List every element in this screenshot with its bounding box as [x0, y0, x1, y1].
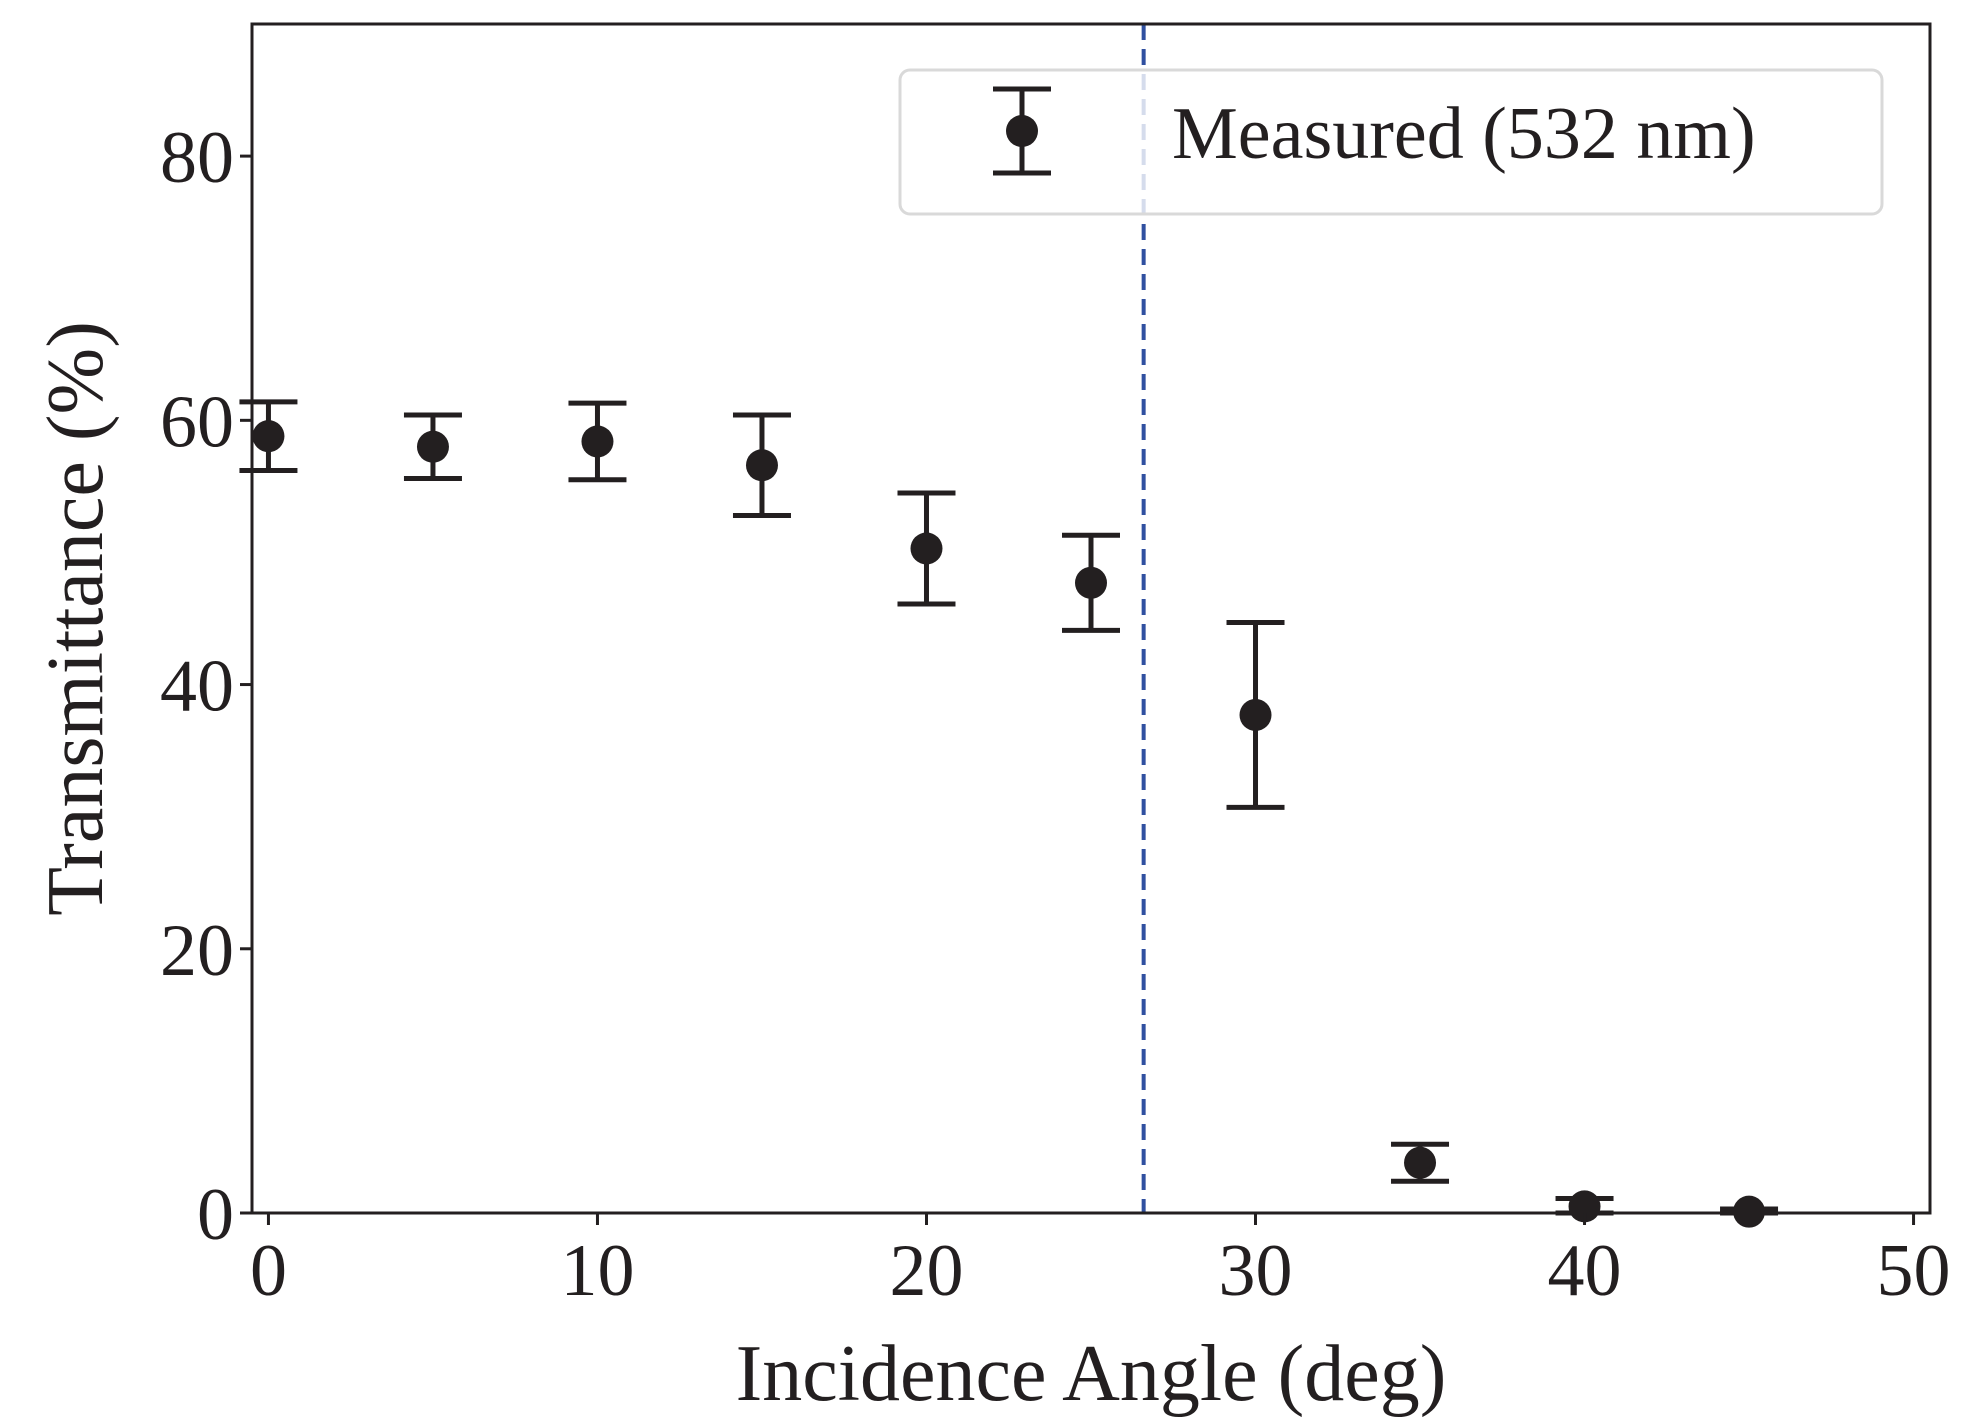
marker: [745, 449, 778, 482]
x-tick-label: 40: [1548, 1230, 1622, 1312]
x-tick-label: 30: [1219, 1230, 1293, 1312]
x-tick-label: 0: [250, 1230, 287, 1312]
marker: [1239, 698, 1272, 731]
data-point: [568, 400, 627, 483]
legend-marker: [993, 86, 1051, 176]
data-point: [897, 490, 956, 607]
x-tick-label: 20: [889, 1230, 963, 1312]
data-point: [403, 412, 462, 481]
legend-box: [898, 68, 1884, 216]
y-tick-label: 0: [197, 1174, 234, 1256]
x-tick-label: 10: [560, 1230, 634, 1312]
y-axis-label: Transmittance (%): [32, 321, 120, 916]
x-axis-label: Incidence Angle (deg): [736, 1330, 1447, 1418]
marker: [252, 420, 285, 453]
data-point: [1391, 1141, 1450, 1184]
legend: Measured (532 nm): [898, 68, 1884, 216]
x-axis-ticks: 0 10 20 30 40 50: [250, 1213, 1951, 1312]
marker: [1404, 1146, 1437, 1179]
y-tick-label: 20: [160, 910, 234, 992]
legend-marker-dot: [1006, 115, 1038, 147]
x-tick-label: 50: [1877, 1230, 1951, 1312]
marker: [1075, 566, 1107, 599]
y-axis-ticks: 0 20 40 60 80: [160, 117, 252, 1256]
data-point: [239, 399, 298, 474]
plot-frame: [250, 22, 1932, 1215]
data-point: [1226, 619, 1285, 810]
y-tick-label: 60: [160, 381, 234, 463]
legend-label: Measured (532 nm): [1172, 93, 1756, 175]
marker: [416, 430, 449, 463]
y-tick-label: 80: [160, 117, 234, 199]
marker: [910, 532, 943, 565]
data-point: [732, 412, 791, 518]
marker: [581, 425, 614, 458]
data-point: [1062, 532, 1120, 633]
y-tick-label: 40: [160, 646, 234, 728]
